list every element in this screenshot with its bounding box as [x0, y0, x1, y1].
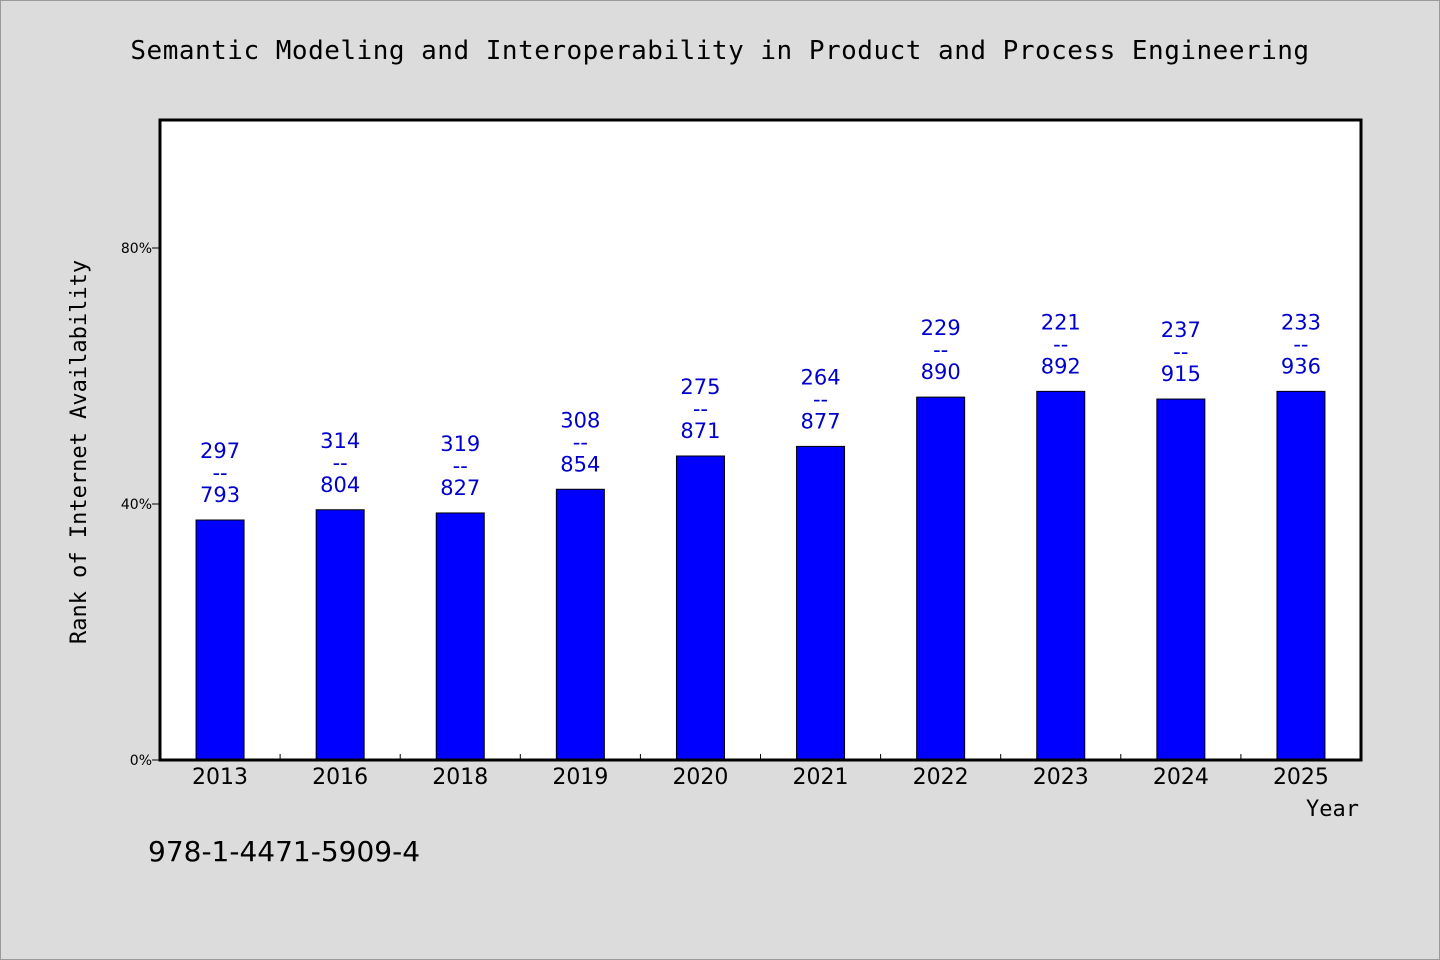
x-tick-label: 2016	[312, 765, 368, 790]
data-label-separator: --	[453, 454, 468, 478]
y-axis-label: Rank of Internet Availability	[67, 260, 92, 644]
x-tick-label: 2013	[192, 765, 248, 790]
data-label-separator: --	[933, 338, 948, 362]
x-tick-label: 2022	[913, 765, 969, 790]
data-label-bottom: 827	[440, 476, 480, 500]
y-tick-label: 40%	[121, 497, 152, 513]
bar	[1156, 398, 1206, 761]
data-label-separator: --	[1053, 332, 1068, 356]
data-label-top: 237	[1161, 318, 1201, 342]
x-tick-label: 2025	[1273, 765, 1329, 790]
x-axis-label: Year	[1306, 797, 1359, 822]
data-label-top: 319	[440, 432, 480, 456]
data-label-separator: --	[813, 387, 828, 411]
data-label-top: 308	[560, 408, 600, 432]
bar	[555, 488, 605, 761]
data-label-bottom: 854	[560, 452, 600, 476]
bar	[675, 455, 725, 761]
isbn-label: 978-1-4471-5909-4	[148, 835, 421, 868]
x-tick-label: 2020	[672, 765, 728, 790]
data-label-bottom: 804	[320, 473, 360, 497]
data-label-top: 229	[921, 316, 961, 340]
y-tick-label: 0%	[130, 753, 152, 769]
plot-border	[158, 118, 1363, 762]
data-label-separator: --	[1293, 332, 1308, 356]
data-label-bottom: 915	[1161, 362, 1201, 386]
x-tick-label: 2021	[793, 765, 849, 790]
data-label-bottom: 936	[1281, 354, 1321, 378]
bar	[435, 512, 485, 761]
bar	[796, 445, 846, 761]
data-label-separator: --	[693, 397, 708, 421]
x-tick-label: 2023	[1033, 765, 1089, 790]
data-label-bottom: 871	[680, 419, 720, 443]
data-label-separator: --	[1173, 340, 1188, 364]
bar	[315, 509, 365, 761]
data-label-bottom: 890	[921, 360, 961, 384]
bar	[195, 519, 245, 761]
x-tick-label: 2019	[552, 765, 608, 790]
data-label-top: 264	[801, 365, 841, 389]
bar	[1276, 390, 1326, 761]
bar	[1036, 390, 1086, 761]
data-label-bottom: 892	[1041, 354, 1081, 378]
data-label-bottom: 793	[200, 483, 240, 507]
x-tick-label: 2024	[1153, 765, 1209, 790]
data-label-top: 297	[200, 439, 240, 463]
data-label-top: 221	[1041, 310, 1081, 334]
data-label-separator: --	[573, 430, 588, 454]
data-label-top: 233	[1281, 310, 1321, 334]
data-label-top: 275	[680, 375, 720, 399]
data-label-top: 314	[320, 429, 360, 453]
y-tick-label: 80%	[121, 241, 152, 257]
data-label-bottom: 877	[801, 409, 841, 433]
chart-title: Semantic Modeling and Interoperability i…	[130, 36, 1310, 66]
data-label-separator: --	[212, 461, 227, 485]
x-tick-label: 2018	[432, 765, 488, 790]
bar	[916, 396, 966, 761]
data-label-separator: --	[333, 451, 348, 475]
